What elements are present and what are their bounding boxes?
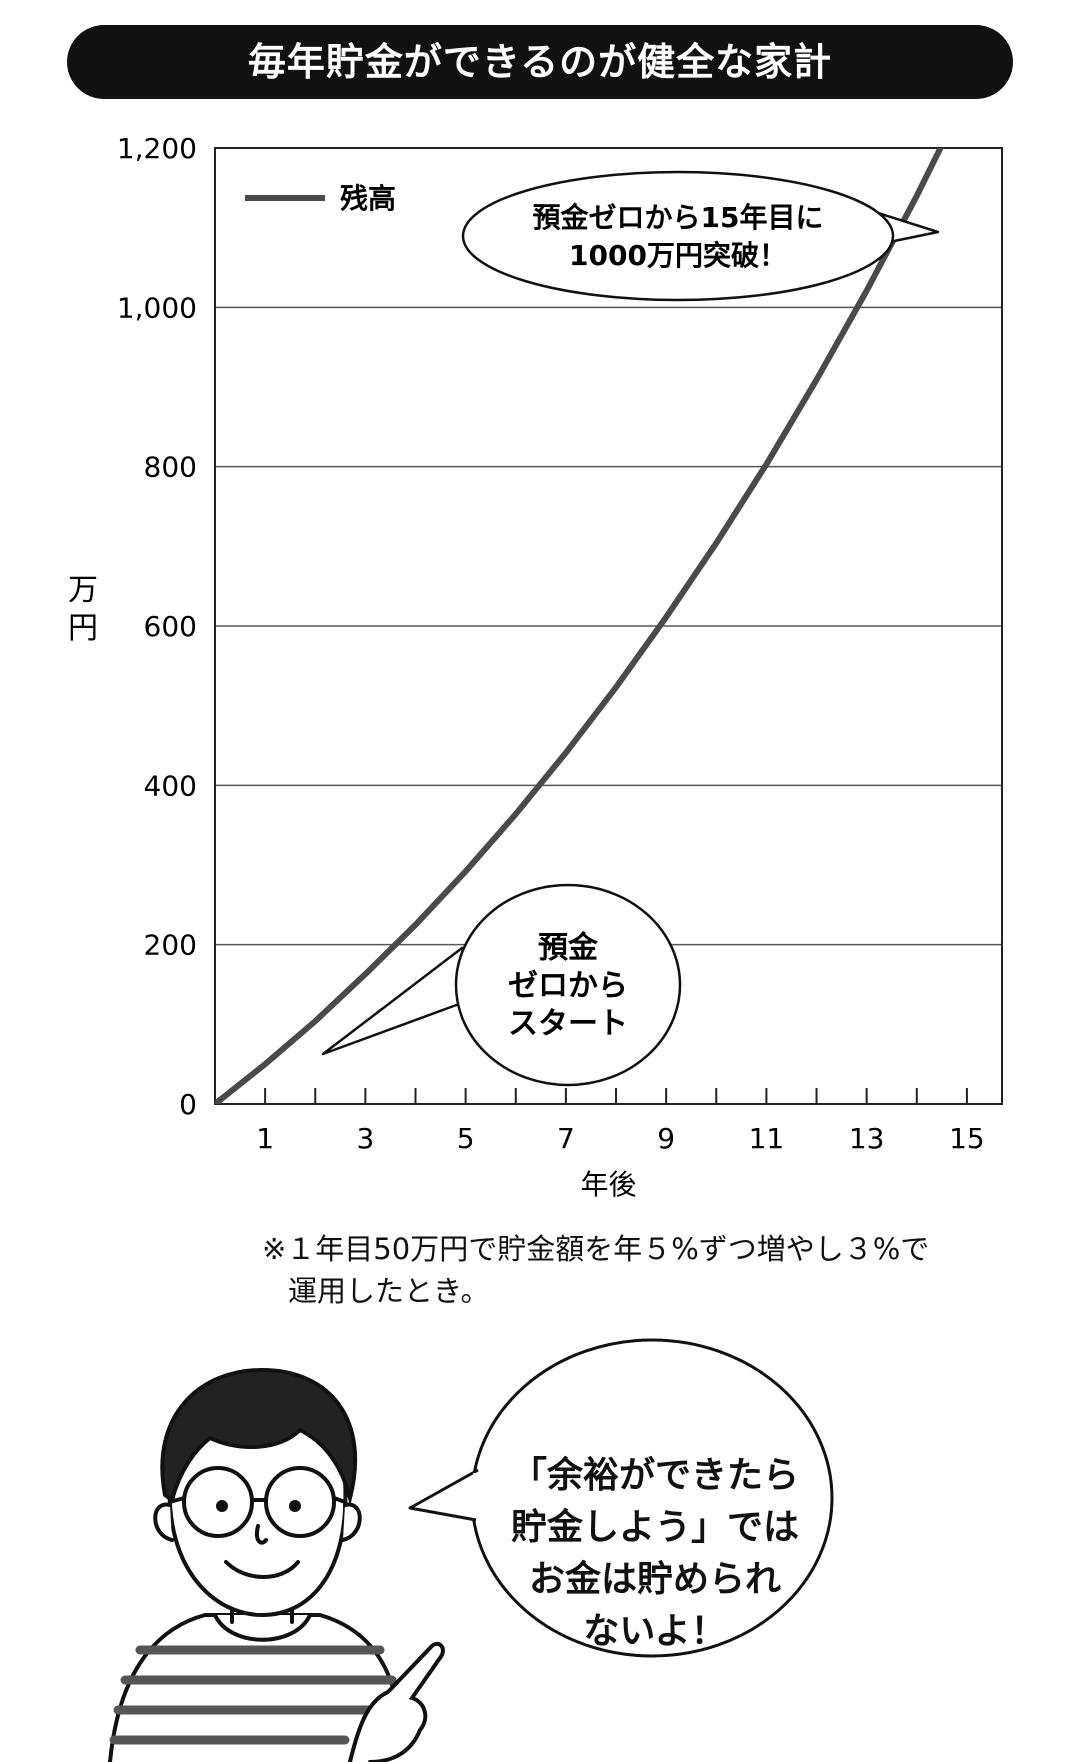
footnote-line-1: ※１年目50万円で貯金額を年５%ずつ増やし３%で [262, 1232, 930, 1266]
speech-line-3: お金は貯められ [528, 1559, 781, 1600]
series-line-balance [215, 148, 944, 1104]
x-tick-label: 9 [657, 1122, 675, 1155]
callout-text: 預金 [538, 931, 599, 966]
character-illustration [108, 1338, 834, 1762]
legend-label-balance: 残高 [340, 182, 396, 215]
x-tick-label: 15 [949, 1122, 985, 1155]
callout-bubble [454, 883, 682, 1087]
callout-text: 預金ゼロから15年目に [533, 201, 824, 234]
speech-bubble [408, 1338, 834, 1658]
x-tick-label: 5 [457, 1122, 475, 1155]
page-title: 毎年貯金ができるのが健全な家計 [247, 40, 833, 84]
y-tick-label: 800 [144, 451, 197, 484]
y-tick-label: 400 [144, 769, 197, 802]
y-tick-label: 0 [179, 1088, 197, 1121]
y-tick-label: 200 [144, 929, 197, 962]
x-tick-label: 11 [749, 1122, 785, 1155]
y-tick-labels: 0 200 400 600 800 1,000 1,200 [117, 132, 197, 1121]
x-tick-label: 13 [849, 1122, 885, 1155]
y-tick-label: 1,000 [117, 291, 197, 324]
speech-line-4: ないよ！ [583, 1611, 727, 1652]
callout-text: 1000万円突破！ [569, 239, 787, 272]
y-axis-label: 万円 [68, 573, 98, 646]
y-tick-label: 1,200 [117, 132, 197, 165]
footnote-line-2: 運用したとき。 [288, 1274, 490, 1308]
character-figure [108, 1367, 445, 1762]
x-tick-label: 3 [356, 1122, 374, 1155]
speech-line-2: 貯金しよう」では [510, 1507, 799, 1548]
speech-text: 「余裕ができたら 貯金しよう」では お金は貯められ ないよ！ [490, 1450, 820, 1658]
y-tick-label: 600 [144, 610, 197, 643]
callout-top: 預金ゼロから15年目に 1000万円突破！ [461, 170, 940, 302]
x-tick-labels: 1 3 5 7 9 11 13 15 [256, 1122, 985, 1155]
x-tick-label: 7 [557, 1122, 575, 1155]
footnote: ※１年目50万円で貯金額を年５%ずつ増やし３%で 運用したとき。 [262, 1228, 929, 1312]
callout-bubble [461, 170, 895, 302]
callout-text: スタート [508, 1007, 628, 1042]
legend: 残高 [245, 182, 396, 215]
shirt-stripes [109, 1645, 403, 1745]
callout-text: ゼロから [508, 969, 628, 1004]
title-banner: 毎年貯金ができるのが健全な家計 [67, 25, 1013, 99]
plot-frame [214, 147, 1003, 1105]
speech-line-1: 「余裕ができたら [510, 1455, 799, 1496]
x-axis-label: 年後 [580, 1168, 636, 1201]
x-tick-label: 1 [256, 1122, 274, 1155]
callout-tail [321, 946, 472, 1056]
